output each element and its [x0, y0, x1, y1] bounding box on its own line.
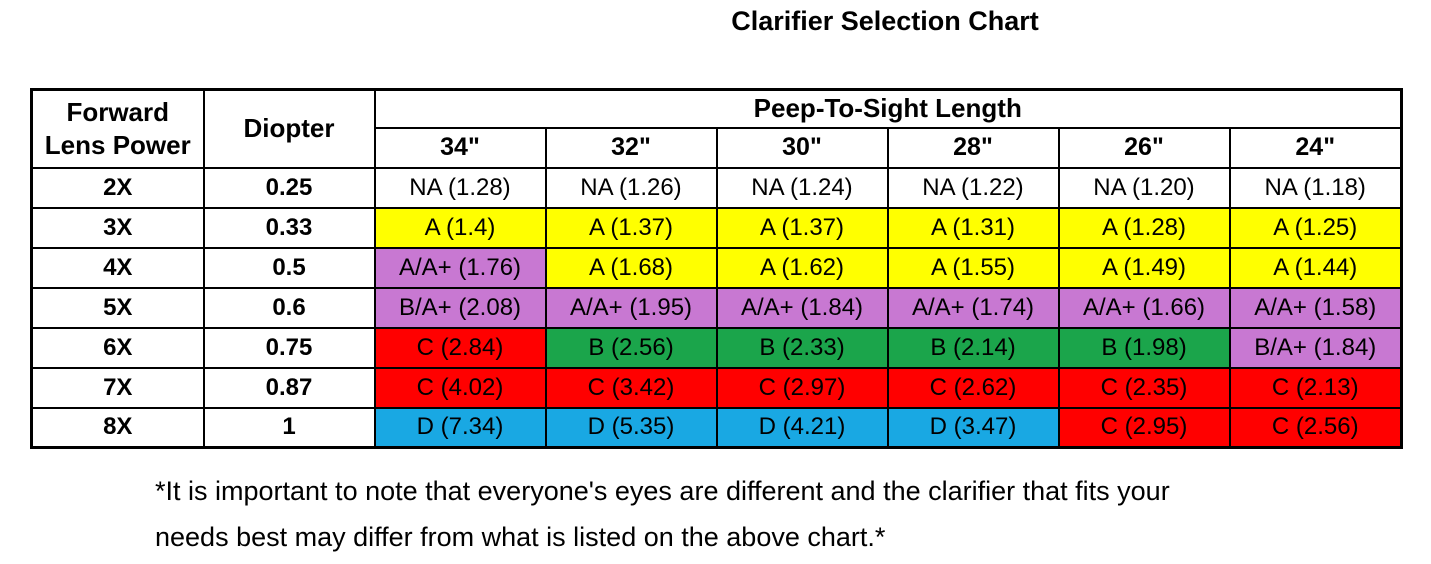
table-row: 3X 0.33 A (1.4) A (1.37) A (1.37) A (1.31) A (…: [30, 206, 1403, 249]
cell-diopter: 0.33: [202, 206, 376, 249]
table-row: 2X 0.25 NA (1.28) NA (1.26) NA (1.24) NA (1.2…: [30, 166, 1403, 209]
cell-clarifier-recommendation: A/A+ (1.58): [1228, 286, 1403, 329]
cell-clarifier-recommendation: NA (1.22): [886, 166, 1060, 209]
table-row: 5X 0.6 B/A+ (2.08) A/A+ (1.95) A/A+ (1.84) A/…: [30, 286, 1403, 329]
table-row: 6X 0.75 C (2.84) B (2.56) B (2.33) B (2.14) B …: [30, 326, 1403, 369]
cell-clarifier-recommendation: A (1.55): [886, 246, 1060, 289]
cell-clarifier-recommendation: A/A+ (1.76): [373, 246, 547, 289]
cell-clarifier-recommendation: C (2.56): [1228, 406, 1403, 449]
cell-clarifier-recommendation: A (1.25): [1228, 206, 1403, 249]
cell-clarifier-recommendation: C (3.42): [544, 366, 718, 409]
cell-forward-lens-power: 3X: [30, 206, 205, 249]
header-length: 26": [1057, 126, 1231, 169]
table-row: 7X 0.87 C (4.02) C (3.42) C (2.97) C (2.62) C …: [30, 366, 1403, 409]
cell-clarifier-recommendation: A (1.4): [373, 206, 547, 249]
header-peep-to-sight-length: Peep-To-Sight Length: [373, 88, 1403, 129]
cell-clarifier-recommendation: A (1.37): [715, 206, 889, 249]
cell-forward-lens-power: 8X: [30, 406, 205, 449]
cell-clarifier-recommendation: NA (1.18): [1228, 166, 1403, 209]
header-length: 24": [1228, 126, 1403, 169]
cell-clarifier-recommendation: A/A+ (1.66): [1057, 286, 1231, 329]
cell-clarifier-recommendation: C (2.62): [886, 366, 1060, 409]
cell-clarifier-recommendation: C (2.97): [715, 366, 889, 409]
cell-clarifier-recommendation: B (2.56): [544, 326, 718, 369]
table-row: 8X 1 D (7.34) D (5.35) D (4.21) D (3.47) C (2.…: [30, 406, 1403, 449]
header-length: 30": [715, 126, 889, 169]
cell-forward-lens-power: 5X: [30, 286, 205, 329]
cell-diopter: 0.87: [202, 366, 376, 409]
cell-clarifier-recommendation: B (2.33): [715, 326, 889, 369]
footnote-line2: needs best may differ from what is liste…: [155, 522, 886, 552]
cell-diopter: 0.25: [202, 166, 376, 209]
cell-diopter: 1: [202, 406, 376, 449]
cell-clarifier-recommendation: NA (1.26): [544, 166, 718, 209]
cell-clarifier-recommendation: B/A+ (1.84): [1228, 326, 1403, 369]
cell-diopter: 0.75: [202, 326, 376, 369]
cell-clarifier-recommendation: NA (1.24): [715, 166, 889, 209]
cell-clarifier-recommendation: C (2.35): [1057, 366, 1231, 409]
table-row: 4X 0.5 A/A+ (1.76) A (1.68) A (1.62) A (1.55)…: [30, 246, 1403, 289]
cell-clarifier-recommendation: D (3.47): [886, 406, 1060, 449]
cell-clarifier-recommendation: C (4.02): [373, 366, 547, 409]
footnote: *It is important to note that everyone's…: [155, 468, 1170, 560]
cell-clarifier-recommendation: NA (1.20): [1057, 166, 1231, 209]
header-length: 34": [373, 126, 547, 169]
cell-clarifier-recommendation: D (7.34): [373, 406, 547, 449]
cell-forward-lens-power: 7X: [30, 366, 205, 409]
cell-forward-lens-power: 6X: [30, 326, 205, 369]
cell-clarifier-recommendation: A (1.68): [544, 246, 718, 289]
cell-clarifier-recommendation: A (1.49): [1057, 246, 1231, 289]
header-length: 32": [544, 126, 718, 169]
cell-clarifier-recommendation: A (1.31): [886, 206, 1060, 249]
cell-clarifier-recommendation: A (1.62): [715, 246, 889, 289]
cell-clarifier-recommendation: C (2.13): [1228, 366, 1403, 409]
group-header-row: Forward Lens Power Diopter Peep-To-Sight…: [30, 88, 1403, 169]
footnote-line1: *It is important to note that everyone's…: [155, 476, 1170, 506]
header-forward-lens-power: Forward Lens Power: [30, 88, 205, 169]
cell-clarifier-recommendation: B/A+ (2.08): [373, 286, 547, 329]
cell-clarifier-recommendation: A (1.37): [544, 206, 718, 249]
cell-clarifier-recommendation: B (1.98): [1057, 326, 1231, 369]
cell-clarifier-recommendation: D (5.35): [544, 406, 718, 449]
cell-forward-lens-power: 2X: [30, 166, 205, 209]
cell-clarifier-recommendation: A/A+ (1.74): [886, 286, 1060, 329]
cell-clarifier-recommendation: A (1.28): [1057, 206, 1231, 249]
cell-clarifier-recommendation: A/A+ (1.84): [715, 286, 889, 329]
cell-forward-lens-power: 4X: [30, 246, 205, 289]
length-header-row: 34" 32" 30" 28" 26" 24": [32, 126, 1403, 169]
cell-clarifier-recommendation: C (2.95): [1057, 406, 1231, 449]
clarifier-selection-table: Forward Lens Power Diopter Peep-To-Sight…: [30, 88, 1403, 449]
header-diopter: Diopter: [202, 88, 376, 169]
page-title: Clarifier Selection Chart: [731, 6, 1039, 36]
cell-clarifier-recommendation: B (2.14): [886, 326, 1060, 369]
cell-clarifier-recommendation: NA (1.28): [373, 166, 547, 209]
cell-clarifier-recommendation: A/A+ (1.95): [544, 286, 718, 329]
cell-clarifier-recommendation: C (2.84): [373, 326, 547, 369]
header-forward-lens-power-line1: Forward: [66, 96, 170, 127]
cell-diopter: 0.6: [202, 286, 376, 329]
header-forward-lens-power-line2: Lens Power: [44, 129, 191, 160]
header-length: 28": [886, 126, 1060, 169]
cell-diopter: 0.5: [202, 246, 376, 289]
cell-clarifier-recommendation: A (1.44): [1228, 246, 1403, 289]
cell-clarifier-recommendation: D (4.21): [715, 406, 889, 449]
